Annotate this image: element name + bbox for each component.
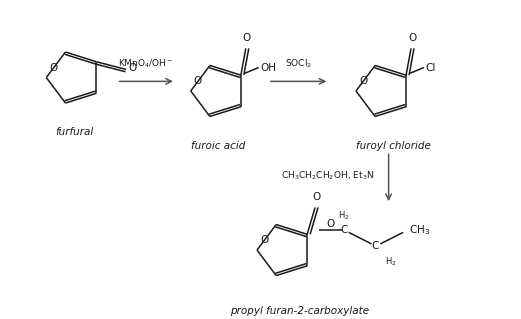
Text: O: O [194,76,202,86]
Text: O: O [312,192,320,202]
Text: furfural: furfural [55,127,93,137]
Text: H$_2$: H$_2$ [338,209,350,222]
Text: C: C [371,241,379,251]
Text: O: O [128,63,137,73]
Text: O: O [326,219,334,228]
Text: CH$_3$: CH$_3$ [409,224,430,237]
Text: O: O [243,33,251,43]
Text: Cl: Cl [426,63,436,72]
Text: furoyl chloride: furoyl chloride [356,141,431,151]
Text: OH: OH [260,63,277,72]
Text: C: C [340,226,348,235]
Text: KMnO$_4$/OH$^-$: KMnO$_4$/OH$^-$ [118,57,174,70]
Text: furoic acid: furoic acid [191,141,245,151]
Text: H$_2$: H$_2$ [386,256,397,268]
Text: CH$_3$CH$_2$CH$_2$OH, Et$_3$N: CH$_3$CH$_2$CH$_2$OH, Et$_3$N [281,169,374,182]
Text: SOCl$_2$: SOCl$_2$ [285,57,312,70]
Text: O: O [260,235,268,245]
Text: propyl furan-2-carboxylate: propyl furan-2-carboxylate [230,306,369,316]
Text: O: O [359,76,367,86]
Text: O: O [408,33,416,43]
Text: O: O [49,63,57,73]
